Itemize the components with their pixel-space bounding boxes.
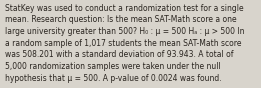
- Text: large university greater than 500? H₀ : μ = 500 Hₐ : μ > 500 In: large university greater than 500? H₀ : …: [5, 27, 244, 36]
- Text: 5,000 randomization samples were taken under the null: 5,000 randomization samples were taken u…: [5, 62, 221, 71]
- Text: hypothesis that μ = 500. A p-value of 0.0024 was found.: hypothesis that μ = 500. A p-value of 0.…: [5, 74, 221, 83]
- Text: StatKey was used to conduct a randomization test for a single: StatKey was used to conduct a randomizat…: [5, 4, 243, 12]
- Text: a random sample of 1,017 students the mean SAT-Math score: a random sample of 1,017 students the me…: [5, 39, 241, 48]
- Text: was 508.201 with a standard deviation of 93.943. A total of: was 508.201 with a standard deviation of…: [5, 50, 233, 59]
- Text: mean. Research question: Is the mean SAT-Math score a one: mean. Research question: Is the mean SAT…: [5, 15, 236, 24]
